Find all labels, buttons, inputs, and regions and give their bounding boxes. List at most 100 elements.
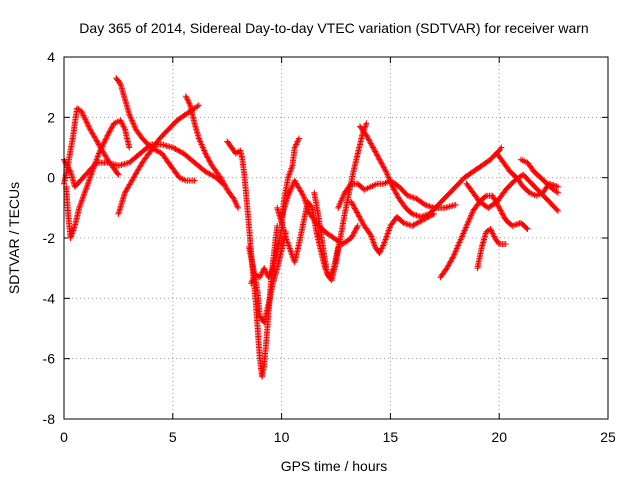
data-point xyxy=(106,128,113,135)
data-point xyxy=(516,220,523,227)
data-point xyxy=(499,210,506,217)
data-point xyxy=(389,183,396,190)
data-point xyxy=(452,201,459,208)
data-point xyxy=(351,205,358,212)
data-point xyxy=(393,191,400,198)
data-point xyxy=(412,211,419,218)
data-point xyxy=(367,139,374,146)
data-point xyxy=(426,203,433,210)
data-point xyxy=(366,137,373,144)
data-point xyxy=(359,218,366,225)
data-point xyxy=(79,111,86,118)
data-point xyxy=(445,262,452,269)
data-point xyxy=(554,189,561,196)
data-point xyxy=(423,211,430,218)
series-track-20 xyxy=(517,156,561,196)
data-point xyxy=(379,161,386,168)
data-point xyxy=(115,171,122,178)
data-point xyxy=(203,153,210,160)
data-point xyxy=(114,170,121,177)
data-point xyxy=(99,143,106,150)
plot-frame xyxy=(63,56,609,420)
y-tick-labels: -8 -6 -4 -2 0 2 4 xyxy=(43,49,56,427)
x-tick-label: 5 xyxy=(169,429,177,445)
data-point xyxy=(502,241,509,248)
data-point xyxy=(105,129,112,136)
data-point xyxy=(86,125,93,132)
data-point xyxy=(356,213,363,220)
data-point xyxy=(355,212,362,219)
data-point xyxy=(347,181,354,188)
data-point xyxy=(222,182,229,189)
data-point xyxy=(195,102,202,109)
data-point xyxy=(82,116,89,123)
data-point xyxy=(368,141,375,148)
data-point xyxy=(420,212,427,219)
data-point xyxy=(553,206,560,213)
data-point xyxy=(447,258,454,265)
data-point xyxy=(419,213,426,220)
data-point xyxy=(422,212,429,219)
data-point xyxy=(353,208,360,215)
data-point xyxy=(371,147,378,154)
data-point xyxy=(102,136,109,143)
data-point xyxy=(523,224,530,231)
data-point xyxy=(353,225,360,232)
data-point xyxy=(375,155,382,162)
data-point xyxy=(380,163,387,170)
data-point xyxy=(348,198,355,205)
data-point xyxy=(364,133,371,140)
data-point xyxy=(367,140,374,147)
data-point xyxy=(348,235,355,241)
data-point xyxy=(359,220,366,227)
data-point xyxy=(423,202,430,209)
data-point xyxy=(412,195,419,202)
series-track-14 xyxy=(348,198,437,257)
data-point xyxy=(372,148,379,155)
data-point xyxy=(407,193,414,200)
x-tick-label: 25 xyxy=(600,429,616,445)
data-point xyxy=(351,229,358,236)
data-point xyxy=(428,203,435,210)
data-point xyxy=(378,160,385,167)
data-point xyxy=(513,221,520,228)
data-point xyxy=(97,146,104,153)
data-point xyxy=(349,201,356,208)
data-point xyxy=(99,142,106,149)
data-point xyxy=(109,123,116,130)
data-point xyxy=(194,103,201,110)
data-point xyxy=(108,125,115,132)
y-axis-label: SDTVAR / TECUs xyxy=(6,182,22,294)
data-point xyxy=(394,193,401,200)
data-point xyxy=(413,212,420,219)
data-point xyxy=(221,181,228,188)
data-point xyxy=(406,193,413,200)
series-track-10 xyxy=(274,198,342,281)
data-point xyxy=(104,132,111,139)
data-point xyxy=(204,154,211,161)
data-point xyxy=(206,158,213,165)
data-point xyxy=(512,221,519,228)
y-tick-label: -6 xyxy=(43,351,56,367)
data-point xyxy=(218,176,225,183)
data-point xyxy=(349,232,356,239)
data-point xyxy=(410,211,417,218)
data-point xyxy=(352,206,359,213)
data-point xyxy=(498,144,505,151)
series-track-9 xyxy=(248,135,303,287)
series-track-8 xyxy=(245,228,289,326)
data-point xyxy=(501,214,508,221)
data-point xyxy=(95,150,102,157)
data-point xyxy=(85,123,92,130)
data-point xyxy=(422,201,429,208)
data-point xyxy=(391,187,398,194)
data-point xyxy=(350,202,357,209)
series-track-5 xyxy=(115,102,202,217)
data-points xyxy=(61,75,561,380)
data-point xyxy=(375,153,382,160)
data-point xyxy=(381,165,388,172)
data-point xyxy=(191,177,198,184)
data-point xyxy=(83,118,90,125)
data-point xyxy=(219,177,226,184)
data-point xyxy=(553,188,560,195)
